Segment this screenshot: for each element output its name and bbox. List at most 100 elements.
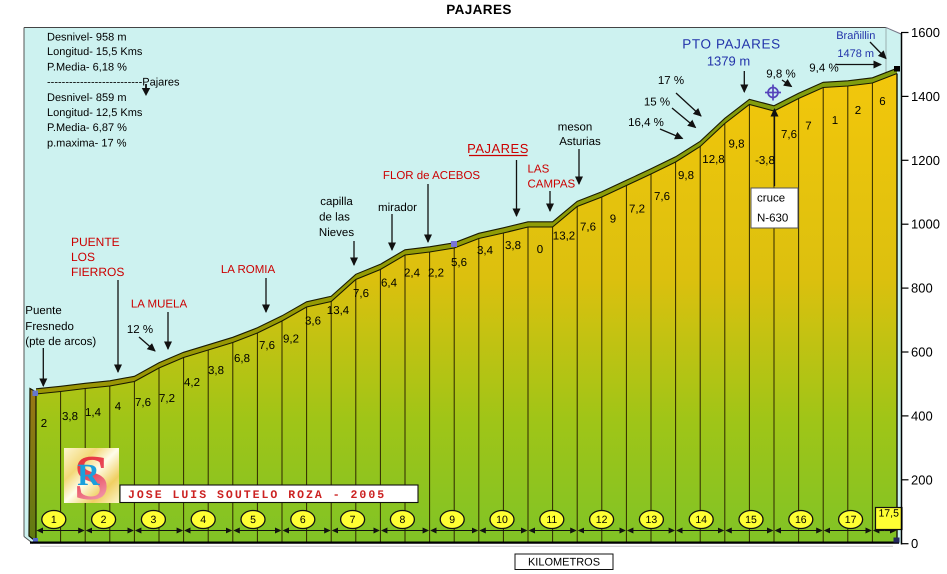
svg-text:4: 4: [200, 514, 206, 526]
svg-text:3: 3: [150, 514, 156, 526]
svg-text:Longitud- 15,5 Kms: Longitud- 15,5 Kms: [47, 46, 143, 58]
svg-text:1000: 1000: [911, 217, 940, 232]
svg-text:9,8: 9,8: [678, 170, 694, 182]
svg-text:400: 400: [911, 408, 933, 423]
svg-text:0: 0: [911, 536, 918, 551]
svg-text:4,2: 4,2: [184, 377, 200, 389]
svg-text:9: 9: [610, 214, 616, 226]
svg-text:7,2: 7,2: [159, 393, 175, 405]
svg-text:7,6: 7,6: [353, 288, 369, 300]
svg-text:7,6: 7,6: [259, 340, 275, 352]
svg-text:1478 m: 1478 m: [837, 48, 874, 60]
svg-text:9,4 %: 9,4 %: [809, 63, 838, 75]
svg-text:8: 8: [399, 514, 405, 526]
svg-text:6: 6: [879, 96, 885, 108]
svg-text:17: 17: [845, 514, 857, 526]
svg-text:2: 2: [855, 105, 861, 117]
svg-text:PAJARES: PAJARES: [446, 2, 512, 17]
svg-text:capilla: capilla: [320, 196, 353, 208]
svg-text:4: 4: [115, 401, 122, 413]
svg-text:3,8: 3,8: [208, 365, 224, 377]
svg-text:S: S: [74, 442, 110, 513]
svg-text:6,4: 6,4: [381, 278, 398, 290]
svg-text:13,4: 13,4: [327, 305, 350, 317]
svg-text:600: 600: [911, 345, 933, 360]
svg-text:PTO PAJARES: PTO PAJARES: [682, 37, 780, 52]
svg-text:3,6: 3,6: [305, 316, 321, 328]
svg-text:16: 16: [795, 514, 807, 526]
svg-text:1: 1: [51, 514, 57, 526]
svg-text:1: 1: [832, 115, 838, 127]
svg-text:200: 200: [911, 472, 933, 487]
svg-text:1600: 1600: [911, 25, 940, 40]
svg-text:LAS: LAS: [528, 164, 550, 176]
svg-text:7,6: 7,6: [580, 222, 596, 234]
svg-text:JOSE LUIS SOUTELO ROZA - 2005: JOSE LUIS SOUTELO ROZA - 2005: [128, 489, 386, 502]
svg-text:5: 5: [250, 514, 256, 526]
svg-text:1379 m: 1379 m: [707, 54, 750, 69]
svg-text:12: 12: [596, 514, 608, 526]
svg-text:16,4 %: 16,4 %: [628, 117, 664, 129]
svg-text:17 %: 17 %: [658, 75, 684, 87]
svg-text:FIERROS: FIERROS: [71, 265, 124, 279]
svg-text:17,5: 17,5: [878, 508, 899, 520]
svg-text:7,2: 7,2: [629, 204, 645, 216]
svg-text:9,8 %: 9,8 %: [766, 69, 795, 81]
svg-text:LA MUELA: LA MUELA: [131, 299, 188, 311]
svg-text:Fresnedo: Fresnedo: [25, 321, 74, 333]
svg-text:Nieves: Nieves: [319, 227, 354, 239]
svg-text:--------------------------Paja: --------------------------Pajares: [47, 77, 180, 89]
svg-text:3,4: 3,4: [477, 245, 494, 257]
svg-text:800: 800: [911, 281, 933, 296]
svg-text:R: R: [77, 457, 100, 492]
svg-text:7,6: 7,6: [135, 397, 151, 409]
svg-text:13,2: 13,2: [553, 231, 575, 243]
svg-text:3,8: 3,8: [62, 411, 78, 423]
svg-text:Asturias: Asturias: [559, 136, 601, 148]
svg-text:meson: meson: [558, 121, 593, 133]
svg-text:10: 10: [496, 514, 508, 526]
svg-text:3,8: 3,8: [505, 240, 521, 252]
svg-text:CAMPAS: CAMPAS: [528, 179, 576, 191]
svg-text:7,6: 7,6: [781, 129, 797, 141]
svg-text:FLOR de ACEBOS: FLOR de ACEBOS: [383, 170, 480, 182]
svg-text:-3,8: -3,8: [755, 155, 775, 167]
svg-text:12 %: 12 %: [127, 324, 153, 336]
svg-text:mirador: mirador: [378, 202, 417, 214]
svg-text:N-630: N-630: [757, 213, 788, 225]
svg-text:2: 2: [101, 514, 107, 526]
svg-text:12,8: 12,8: [702, 154, 724, 166]
svg-text:0: 0: [537, 244, 543, 256]
svg-text:Puente: Puente: [25, 305, 61, 317]
svg-text:14: 14: [695, 514, 707, 526]
svg-text:5,6: 5,6: [451, 257, 467, 269]
svg-text:6,8: 6,8: [234, 353, 250, 365]
svg-text:7,6: 7,6: [654, 191, 670, 203]
svg-text:de las: de las: [319, 212, 350, 224]
svg-text:KILOMETROS: KILOMETROS: [528, 557, 600, 569]
svg-text:P.Media- 6,18 %: P.Media- 6,18 %: [47, 61, 127, 73]
svg-text:PAJARES: PAJARES: [467, 141, 529, 156]
svg-text:9,2: 9,2: [283, 334, 299, 346]
svg-text:p.maxima- 17 %: p.maxima- 17 %: [47, 137, 127, 149]
svg-text:1400: 1400: [911, 89, 940, 104]
svg-text:Brañillin: Brañillin: [836, 30, 875, 42]
svg-text:LOS: LOS: [71, 250, 95, 264]
svg-text:LA ROMIA: LA ROMIA: [221, 264, 276, 276]
svg-text:Longitud- 12,5 Kms: Longitud- 12,5 Kms: [47, 107, 143, 119]
svg-text:7: 7: [805, 121, 811, 133]
svg-text:P.Media- 6,87 %: P.Media- 6,87 %: [47, 122, 127, 134]
svg-text:2: 2: [41, 418, 47, 430]
svg-text:15 %: 15 %: [644, 97, 670, 109]
svg-text:9: 9: [449, 514, 455, 526]
svg-text:1200: 1200: [911, 153, 940, 168]
svg-text:Desnivel- 859 m: Desnivel- 859 m: [47, 92, 126, 104]
svg-text:1,4: 1,4: [85, 407, 102, 419]
svg-text:11: 11: [546, 514, 557, 526]
svg-text:6: 6: [300, 514, 306, 526]
svg-text:PUENTE: PUENTE: [71, 235, 120, 249]
svg-text:2,2: 2,2: [428, 268, 444, 280]
svg-text:Desnivel- 958 m: Desnivel- 958 m: [47, 32, 126, 44]
svg-text:7: 7: [350, 514, 356, 526]
svg-text:9,8: 9,8: [729, 139, 745, 151]
